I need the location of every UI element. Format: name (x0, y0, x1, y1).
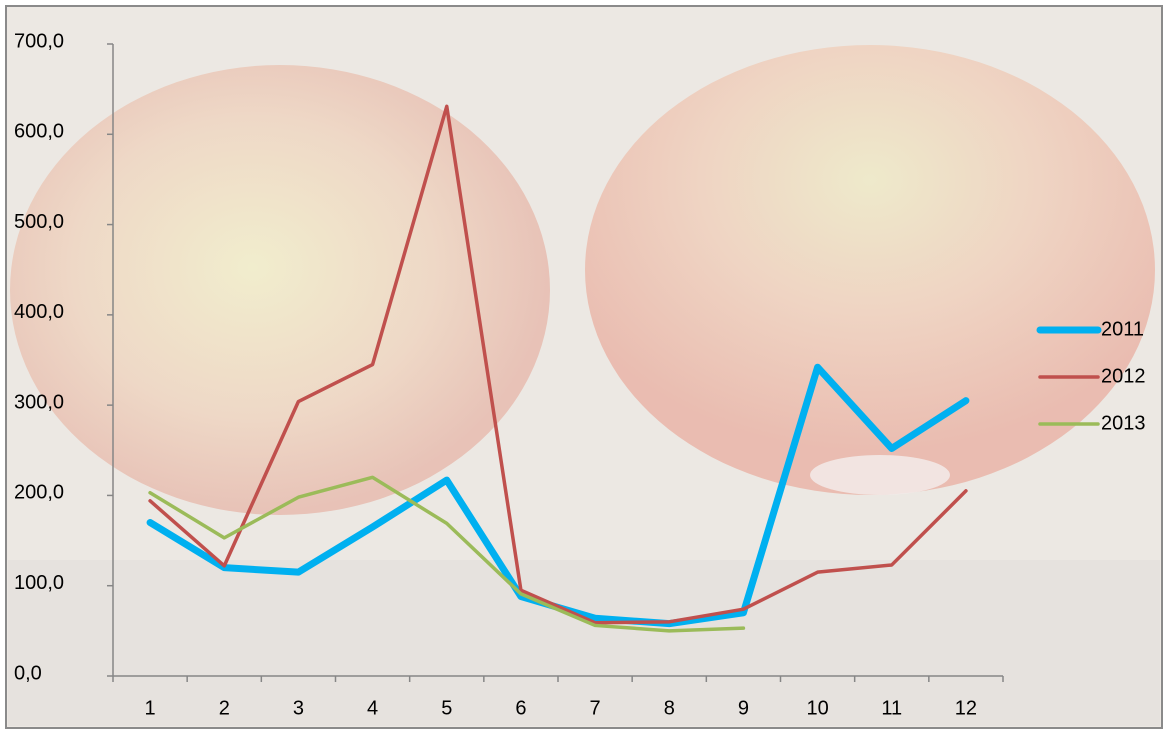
x-tick-label: 10 (806, 697, 828, 719)
x-tick-label: 3 (293, 697, 304, 719)
series-line (148, 475, 746, 633)
x-tick-label: 9 (738, 697, 749, 719)
x-tick-label: 11 (881, 697, 902, 719)
legend-label: 2012 (1101, 365, 1146, 387)
y-tick-label: 700,0 (14, 30, 64, 52)
x-tick-label: 6 (515, 697, 526, 719)
legend-label: 2013 (1101, 412, 1146, 434)
y-tick-label: 0,0 (14, 662, 42, 684)
x-tick-label: 1 (145, 697, 156, 719)
apple-sticker (810, 455, 950, 495)
y-tick-label: 600,0 (14, 121, 64, 143)
x-tick-label: 12 (955, 697, 977, 719)
x-tick-label: 8 (664, 697, 675, 719)
x-tick-label: 4 (367, 697, 378, 719)
apple-left (10, 65, 550, 515)
y-tick-label: 400,0 (14, 301, 64, 323)
x-tick-label: 2 (219, 697, 230, 719)
x-tick-label: 5 (441, 697, 452, 719)
series-line (148, 104, 968, 625)
legend-label: 2011 (1101, 318, 1144, 340)
y-tick-label: 300,0 (14, 391, 64, 413)
y-tick-label: 100,0 (14, 572, 64, 594)
apple-right (585, 45, 1155, 495)
y-tick-label: 200,0 (14, 482, 64, 504)
y-tick-label: 500,0 (14, 211, 64, 233)
table-surface (8, 560, 1160, 726)
x-tick-label: 7 (590, 697, 601, 719)
